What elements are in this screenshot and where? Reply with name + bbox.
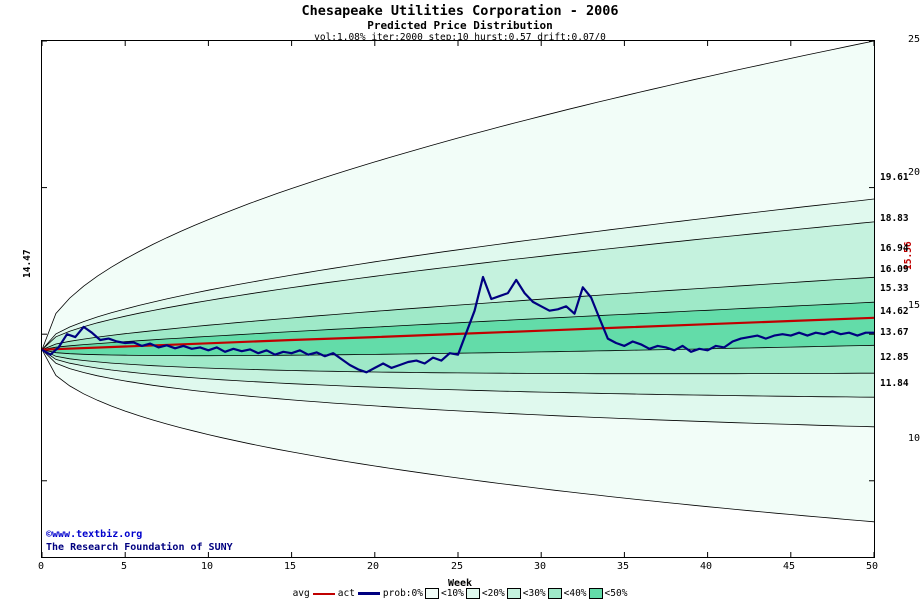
legend-band-30-label: <30% xyxy=(522,588,546,599)
right-label-18-83: 18.83 xyxy=(880,213,909,224)
chart-legend: avg act prob:0% <10% <20% <30% <40% <50% xyxy=(0,588,920,599)
legend-avg-label: avg xyxy=(292,588,310,599)
plot-svg xyxy=(42,41,874,557)
right-label-15-33: 15.33 xyxy=(880,283,909,294)
legend-prob-label: prob:0% xyxy=(382,588,423,599)
average-line xyxy=(42,316,874,351)
credit-website: ©www.textbiz.org xyxy=(46,529,143,540)
x-tick-0: 0 xyxy=(37,561,45,572)
y-tick-marks xyxy=(42,41,874,482)
right-label-16-09: 16.09 xyxy=(880,264,909,275)
legend-act-label: act xyxy=(337,588,355,599)
legend-act-swatch xyxy=(357,592,380,595)
probability-bands xyxy=(42,41,874,522)
start-price-label: 14.47 xyxy=(22,249,33,278)
actual-price-line xyxy=(42,275,874,374)
right-label-14-62: 14.62 xyxy=(880,306,909,317)
legend-band-40-swatch xyxy=(547,588,562,599)
right-label-13-67: 13.67 xyxy=(880,327,909,338)
chart-title: Chesapeake Utilities Corporation - 2006 xyxy=(301,3,619,19)
right-label-16-94: 16.94 xyxy=(880,243,909,254)
x-tick-5: 5 xyxy=(120,561,128,572)
y-tick-10: 10 xyxy=(907,433,920,444)
right-label-11-84: 11.84 xyxy=(880,378,909,389)
x-tick-50: 50 xyxy=(865,561,879,572)
legend-band-30-swatch xyxy=(506,588,521,599)
band-boundary-lines xyxy=(42,41,874,523)
y-tick-15: 15 xyxy=(907,300,920,311)
x-tick-30: 30 xyxy=(533,561,547,572)
legend-band-20-swatch xyxy=(465,588,480,599)
credit-foundation: The Research Foundation of SUNY xyxy=(46,542,233,553)
x-axis-title: Week xyxy=(447,578,473,589)
x-tick-35: 35 xyxy=(616,561,630,572)
x-tick-marks xyxy=(42,41,874,557)
x-tick-15: 15 xyxy=(283,561,297,572)
x-tick-10: 10 xyxy=(200,561,214,572)
legend-band-10-label: <10% xyxy=(440,588,464,599)
x-tick-25: 25 xyxy=(450,561,464,572)
legend-band-40-label: <40% xyxy=(563,588,587,599)
legend-avg-swatch xyxy=(312,592,335,595)
plot-area xyxy=(41,40,875,558)
legend-band-20-label: <20% xyxy=(481,588,505,599)
x-tick-20: 20 xyxy=(366,561,380,572)
x-tick-40: 40 xyxy=(699,561,713,572)
x-tick-45: 45 xyxy=(782,561,796,572)
legend-band-10-swatch xyxy=(424,588,439,599)
chart-subtitle: Predicted Price Distribution xyxy=(367,19,553,32)
legend-band-50-swatch xyxy=(588,588,603,599)
y-tick-25: 25 xyxy=(907,34,920,45)
right-label-12-85: 12.85 xyxy=(880,352,909,363)
y-tick-20: 20 xyxy=(907,167,920,178)
right-label-19-61: 19.61 xyxy=(880,172,909,183)
legend-band-50-label: <50% xyxy=(604,588,628,599)
chart-parameters: vol:1.08% iter:2000 step:10 hurst:0.57 d… xyxy=(314,32,606,43)
credit-block: ©www.textbiz.org The Research Foundation… xyxy=(46,528,233,554)
